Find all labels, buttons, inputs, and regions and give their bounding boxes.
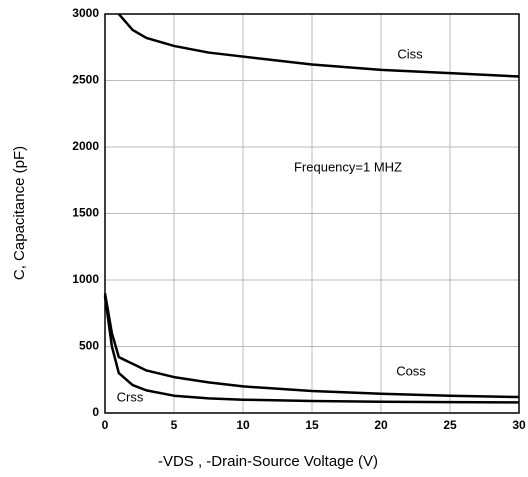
- annotation: Ciss: [397, 46, 423, 61]
- series-line: [103, 295, 520, 404]
- y-axis-label: C, Capacitance (pF): [11, 146, 28, 280]
- x-tick-label: 20: [374, 418, 388, 432]
- x-tick-label: 15: [305, 418, 319, 432]
- annotation: Frequency=1 MHZ: [294, 159, 402, 174]
- x-tick-label: 30: [512, 418, 526, 432]
- y-tick-label: 1500: [72, 206, 99, 220]
- y-tick-label: 0: [92, 405, 99, 419]
- y-tick-label: 2000: [72, 139, 99, 153]
- plot-frame: [104, 13, 520, 414]
- series-line: [117, 13, 520, 78]
- annotation: Crss: [117, 389, 144, 404]
- series-line: [103, 293, 520, 399]
- x-axis-label: -VDS , -Drain-Source Voltage (V): [158, 453, 378, 470]
- x-tick-label: 10: [236, 418, 250, 432]
- y-tick-label: 500: [79, 339, 99, 353]
- y-tick-label: 1000: [72, 272, 99, 286]
- annotation: Coss: [396, 363, 426, 378]
- y-tick-label: 2500: [72, 73, 99, 87]
- x-tick-label: 25: [443, 418, 457, 432]
- x-tick-label: 0: [102, 418, 109, 432]
- x-tick-label: 5: [171, 418, 178, 432]
- y-tick-label: 3000: [72, 6, 99, 20]
